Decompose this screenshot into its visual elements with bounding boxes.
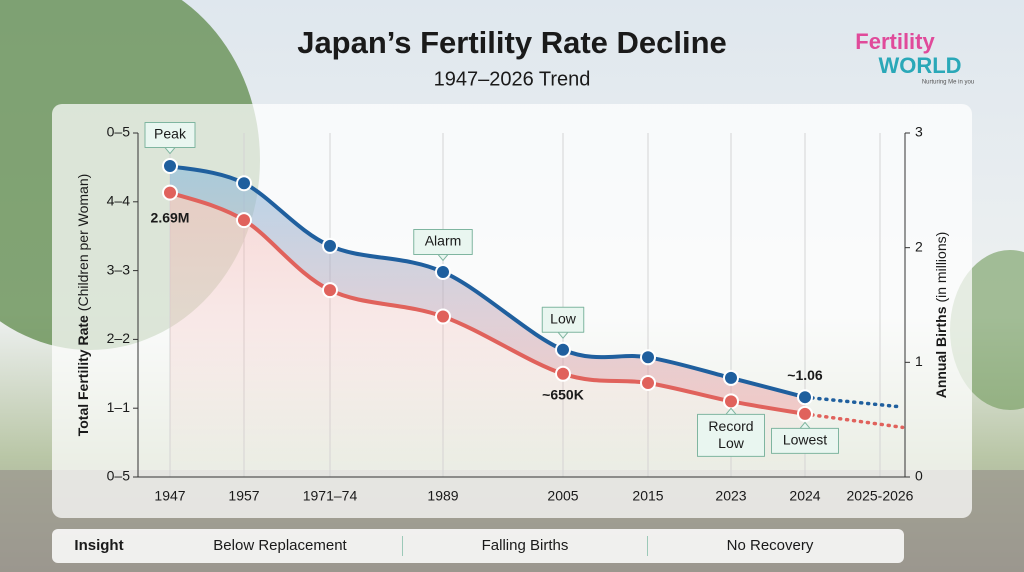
footer-item: Below Replacement: [213, 537, 347, 554]
callout: Lowest: [771, 421, 839, 454]
data-point: [797, 389, 813, 406]
footer: Insight Below Replacement Falling Births No…: [74, 536, 814, 556]
x-tick-label: 1989: [427, 488, 458, 504]
y-tick-label: 4–4: [107, 193, 131, 209]
callout-text: Record Low: [708, 418, 753, 451]
data-point: [640, 374, 656, 391]
band-fill: [170, 166, 805, 414]
callout-box: [541, 306, 585, 339]
callout-box: [771, 421, 839, 454]
y2-axis-label: Annual Births (in millions): [933, 232, 949, 399]
subtitle: 1947–2026 Trend: [434, 68, 591, 90]
annotation: ~650K: [542, 387, 584, 403]
logo-tagline: Nurturing Me in you: [922, 80, 974, 86]
data-point: [723, 369, 739, 386]
x-tick-label: 2015: [632, 488, 663, 504]
y-axis-label-note: (Children per Woman): [75, 174, 91, 311]
y-tick-label: 3–3: [107, 261, 131, 277]
callout-box: [144, 122, 196, 155]
footer-item: Insight: [74, 537, 123, 554]
data-point: [723, 393, 739, 410]
series-line: [168, 190, 807, 416]
data-point: [322, 282, 338, 299]
data-point: [555, 365, 571, 382]
x-tick-label: 1971–74: [303, 488, 358, 504]
data-point: [236, 175, 252, 192]
callout: Record Low: [697, 407, 765, 457]
plot: 0–5 1–1 2–2 3–3 4–4 0–5 0 1 2 3 1947 1957 1971–74 198…: [75, 122, 949, 504]
logo: Fertility WORLD Nurturing Me in you: [855, 29, 974, 86]
y2-axis-label-main: Annual Births: [933, 306, 949, 398]
y-tick-label: 0–5: [107, 124, 131, 140]
data-point: [236, 212, 252, 229]
y-axis-label-main: Total Fertility Rate: [75, 315, 91, 436]
footer-item: No Recovery: [727, 537, 814, 554]
y-axis-label: Total Fertility Rate (Children per Woman): [75, 174, 91, 437]
y2-tick-label: 0: [915, 468, 923, 484]
footer-item: Falling Births: [482, 537, 569, 554]
y2-tick-label: 2: [915, 238, 923, 254]
callout-text: Alarm: [425, 233, 462, 249]
data-point: [555, 341, 571, 358]
callout-text: Low: [550, 310, 577, 326]
series-line: [168, 164, 807, 400]
y-tick-label: 0–5: [107, 468, 131, 484]
projection-line: [803, 412, 905, 430]
logo-top: Fertility: [855, 29, 935, 54]
y2-axis-label-note: (in millions): [933, 232, 949, 303]
x-tick-label: 2005: [547, 488, 578, 504]
y2-tick-label: 3: [915, 124, 923, 140]
data-point: [435, 308, 451, 325]
data-point: [162, 184, 178, 201]
callout: Alarm: [413, 228, 473, 261]
callout-text: Peak: [154, 126, 187, 142]
footer-bar: [52, 529, 904, 563]
x-tick-label: 1957: [228, 488, 259, 504]
callout-text: Lowest: [783, 432, 827, 448]
title: Japan’s Fertility Rate Decline: [297, 25, 727, 60]
projection-line: [803, 395, 905, 409]
callout-box: [697, 407, 765, 457]
x-tick-label: 2024: [789, 488, 820, 504]
annotation: ~1.06: [787, 367, 823, 383]
callout-box: [413, 228, 473, 261]
red-fade: [170, 192, 805, 478]
data-point: [322, 237, 338, 254]
callout: Low: [541, 306, 585, 339]
callout: Peak: [144, 122, 196, 155]
x-tick-label: 2025-2026: [847, 488, 914, 504]
x-tick-label: 2023: [715, 488, 746, 504]
y-tick-label: 2–2: [107, 330, 131, 346]
data-point: [797, 405, 813, 422]
data-point: [640, 349, 656, 366]
annotation: 2.69M: [151, 209, 190, 225]
y2-tick-label: 1: [915, 353, 923, 369]
data-point: [162, 158, 178, 175]
x-tick-label: 1947: [154, 488, 185, 504]
data-point: [435, 263, 451, 280]
y-tick-label: 1–1: [107, 399, 131, 415]
logo-bottom: WORLD: [878, 53, 961, 78]
